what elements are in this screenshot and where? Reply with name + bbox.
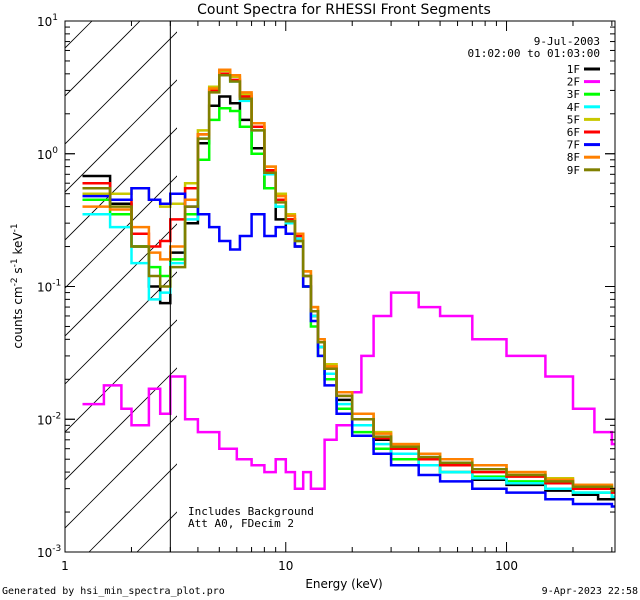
annotation-attenuator: Att A0, FDecim 2 <box>188 517 294 530</box>
date-label: 9-Jul-2003 <box>534 35 600 48</box>
timestamp-label: 9-Apr-2023 22:58 <box>542 586 638 597</box>
hatch-line <box>65 367 177 481</box>
generated-by-label: Generated by hsi_min_spectra_plot.pro <box>2 586 225 597</box>
legend-label-5F: 5F <box>567 113 580 126</box>
legend-label-3F: 3F <box>567 88 580 101</box>
y-tick-label: 100 <box>37 146 58 162</box>
y-tick-label: 10-2 <box>37 411 61 427</box>
hatch-line <box>65 271 177 385</box>
y-tick-label: 101 <box>37 13 58 29</box>
x-tick-label: 10 <box>278 559 293 573</box>
x-tick-labels: 1 10 100 <box>61 559 518 573</box>
legend-label-2F: 2F <box>567 76 580 89</box>
series-layer <box>82 68 615 508</box>
legend-label-4F: 4F <box>567 101 580 114</box>
x-axis-label: Energy (keV) <box>305 577 382 591</box>
y-tick-labels: 101 100 10-1 10-2 10-3 <box>37 13 61 560</box>
time-range-label: 01:02:00 to 01:03:00 <box>468 47 600 60</box>
hatch-line <box>65 31 177 145</box>
y-tick-label: 10-1 <box>37 279 61 295</box>
legend-label-6F: 6F <box>567 126 580 139</box>
legend-label-8F: 8F <box>567 151 580 164</box>
legend-label-9F: 9F <box>567 164 580 177</box>
series-line-2F <box>82 291 615 490</box>
annotation-background: Includes Background <box>188 505 314 518</box>
y-tick-label: 10-3 <box>37 544 61 560</box>
x-tick-label: 100 <box>495 559 518 573</box>
hatch-line <box>65 415 177 529</box>
series-line-7F <box>82 186 615 508</box>
hatch-line <box>65 223 177 337</box>
hatch-line <box>136 511 177 552</box>
hatch-line <box>65 79 177 193</box>
axis-ticks <box>64 20 615 553</box>
hatch-line <box>617 21 640 552</box>
series-line-9F <box>82 74 615 492</box>
y-axis-label: counts cm-2 s-1 keV-1 <box>10 223 25 348</box>
x-tick-label: 1 <box>61 559 69 573</box>
legend-label-1F: 1F <box>567 63 580 76</box>
series-line-1F <box>82 95 615 501</box>
chart-title: Count Spectra for RHESSI Front Segments <box>197 2 491 18</box>
legend-label-7F: 7F <box>567 139 580 152</box>
